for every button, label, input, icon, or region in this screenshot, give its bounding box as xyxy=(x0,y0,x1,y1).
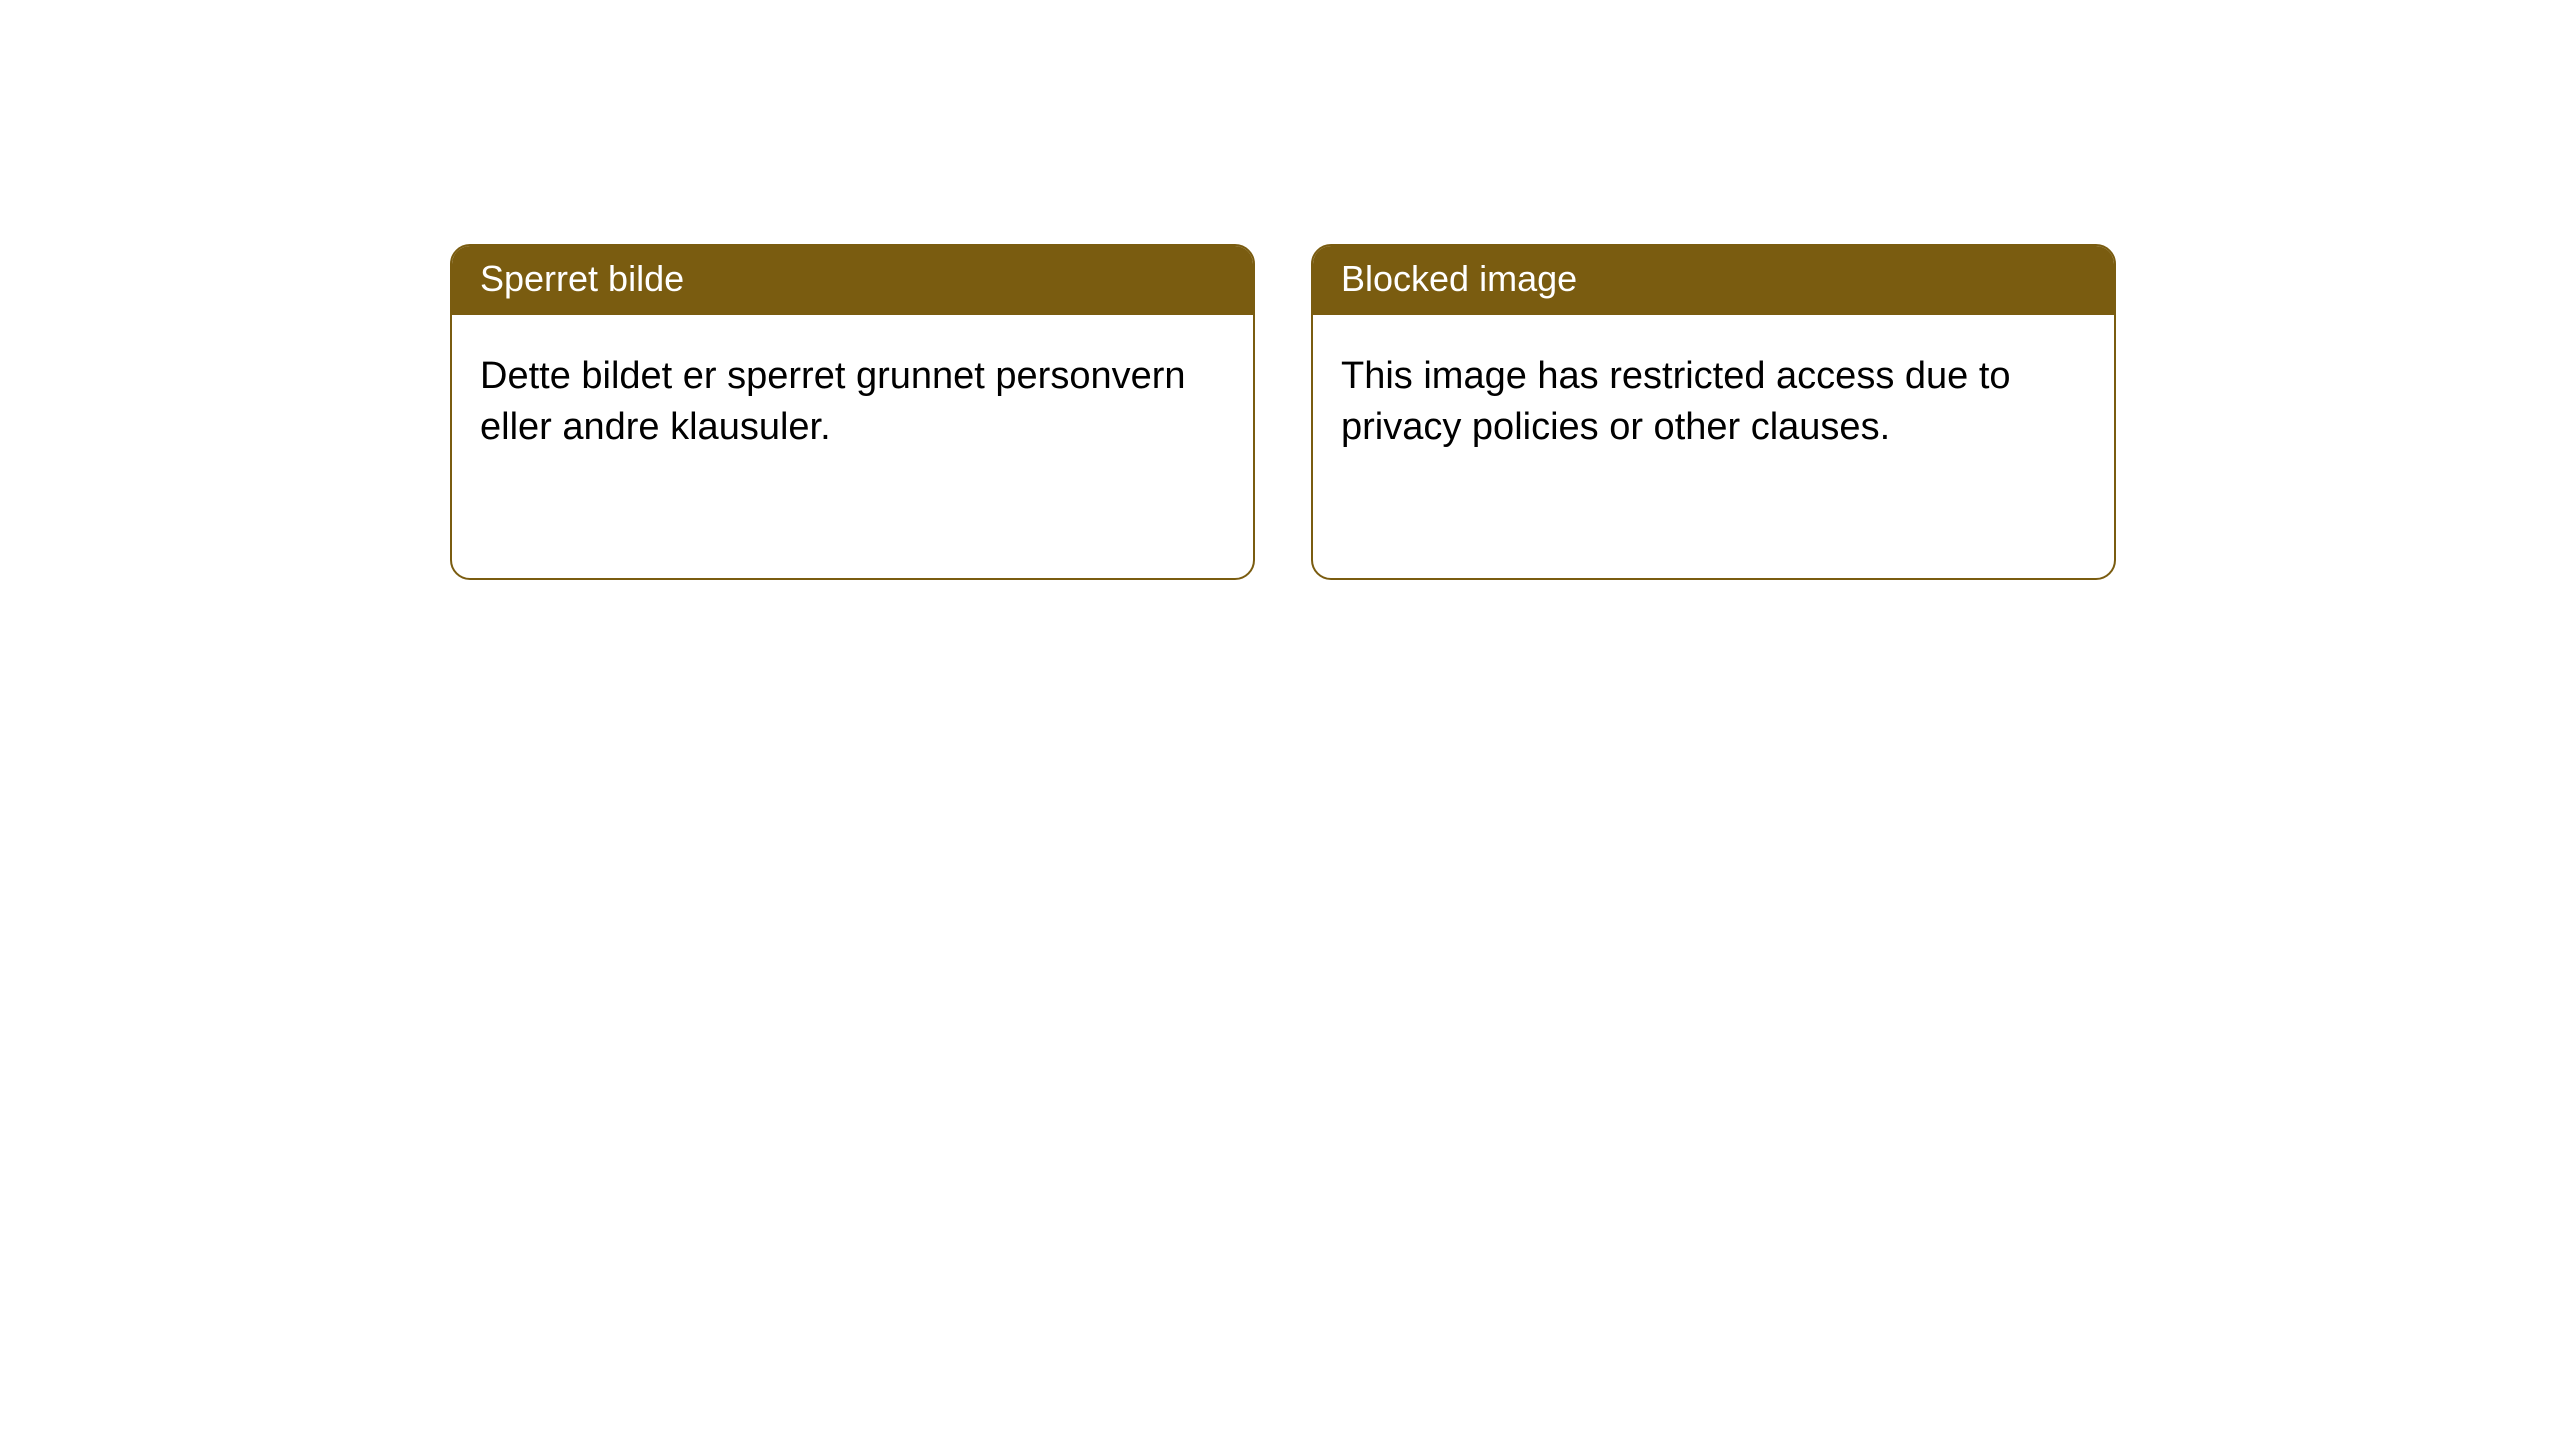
panel-body-english: This image has restricted access due to … xyxy=(1313,315,2114,490)
panel-title-english: Blocked image xyxy=(1313,246,2114,315)
blocked-image-panel-norwegian: Sperret bilde Dette bildet er sperret gr… xyxy=(450,244,1255,580)
panels-container: Sperret bilde Dette bildet er sperret gr… xyxy=(0,0,2560,580)
blocked-image-panel-english: Blocked image This image has restricted … xyxy=(1311,244,2116,580)
panel-title-norwegian: Sperret bilde xyxy=(452,246,1253,315)
panel-body-norwegian: Dette bildet er sperret grunnet personve… xyxy=(452,315,1253,490)
